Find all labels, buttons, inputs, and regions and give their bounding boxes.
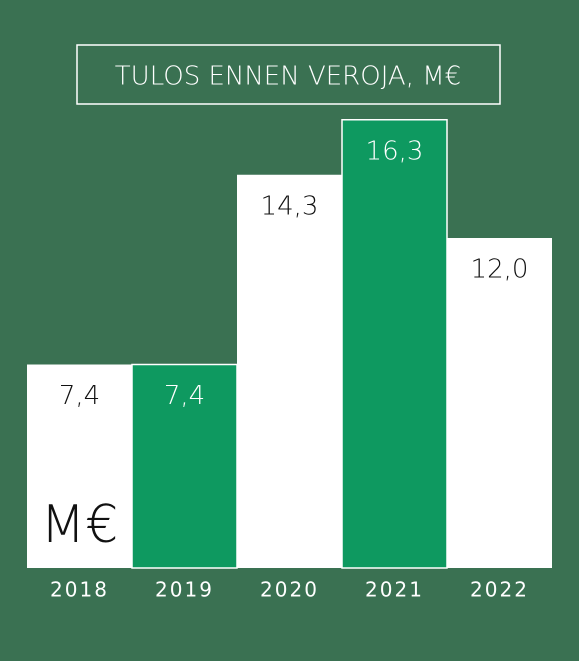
value-label: 16,3 (366, 136, 424, 166)
value-label: 12,0 (471, 255, 529, 285)
bar (131, 363, 238, 569)
chart-title: TULOS ENNEN VEROJA, M€ (115, 62, 461, 92)
x-tick-label: 2020 (260, 578, 319, 602)
value-label: 14,3 (261, 191, 319, 221)
value-label: 7,4 (164, 381, 205, 411)
x-tick-label: 2019 (155, 578, 214, 602)
bar (27, 364, 132, 568)
bar (237, 174, 342, 568)
bar (341, 119, 448, 569)
title-box (76, 44, 501, 105)
x-tick-label: 2018 (50, 578, 109, 602)
bar (447, 238, 552, 568)
value-label: 7,4 (59, 381, 100, 411)
unit-label: M€ (41, 495, 119, 555)
x-tick-label: 2021 (365, 578, 424, 602)
x-tick-label: 2022 (470, 578, 529, 602)
